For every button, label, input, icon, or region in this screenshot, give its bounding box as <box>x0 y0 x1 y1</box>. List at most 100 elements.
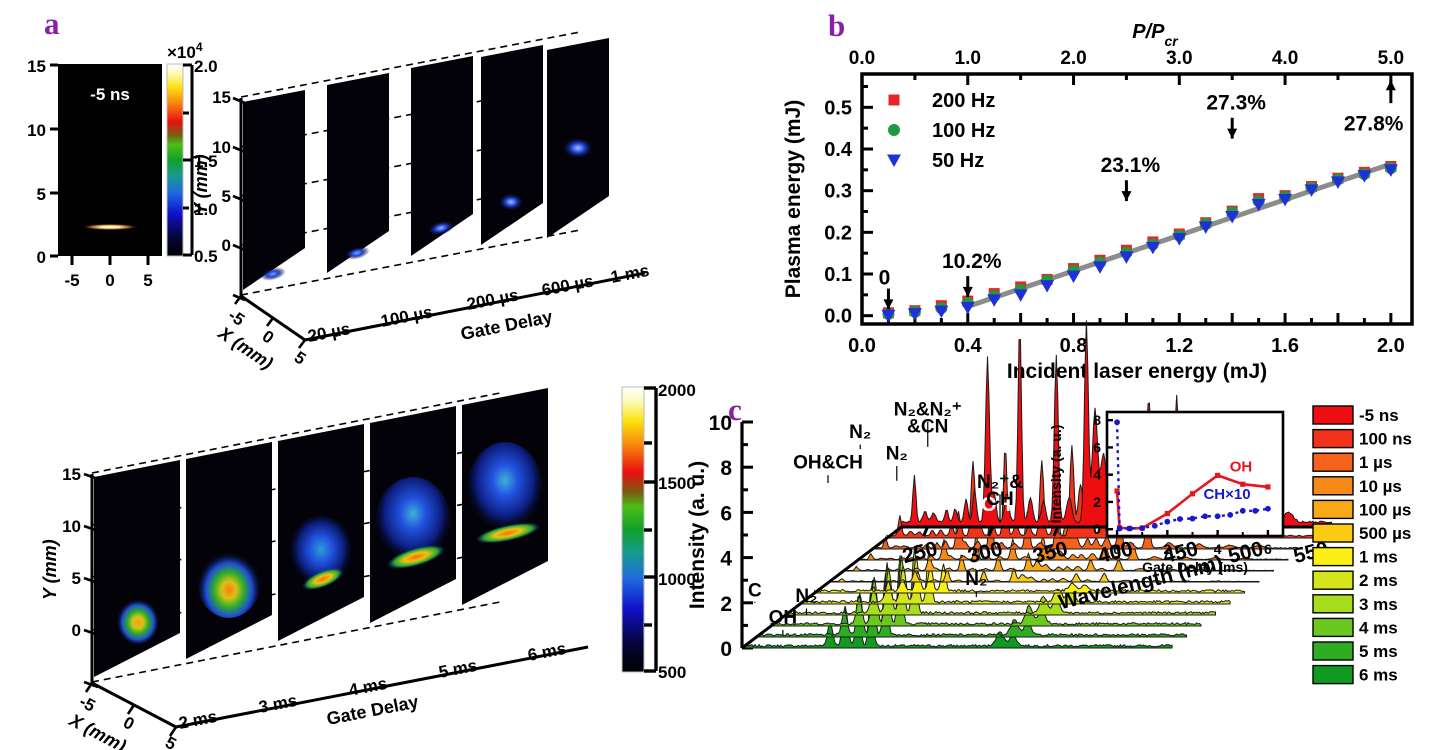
panel-b-top-xtick-2: 2.0 <box>1060 48 1086 69</box>
panel-b-top-xtick-0: 0.0 <box>849 48 875 69</box>
panel-b-legend-item-0 <box>888 94 900 106</box>
inset-marker-ch <box>1164 518 1171 525</box>
panel-b-annotation-label-1: 10.2% <box>942 250 1002 273</box>
panel-b-ytick-4: 0.4 <box>824 139 853 161</box>
panel-c-inset-ytick-2: 4 <box>1093 467 1101 483</box>
panel-c-depth-axis <box>741 525 903 650</box>
panel-c-inset-ytick-3: 6 <box>1093 439 1101 455</box>
a-top-xtick-2: 5 <box>291 348 309 369</box>
a-bot-frame-label-0: 2 ms <box>177 707 219 733</box>
data-point <box>1330 176 1345 189</box>
panel-a-waterfall-top: 15 10 5 0 Y (mm) -5 0 5 X (mm) 20 µs 100… <box>191 30 651 373</box>
a-top-xtick-1: 0 <box>259 327 277 348</box>
inset-marker-ch <box>1202 513 1208 520</box>
panel-c-legend-label-1: 100 ns <box>1359 430 1412 449</box>
a-bot-z-axis-label: Gate Delay <box>325 692 420 729</box>
panel-b-annotation-label-0: 0 <box>879 266 891 289</box>
panel-b-top-xtick-5: 5.0 <box>1378 48 1404 69</box>
a-bot-ytick-2: 5 <box>72 569 81 588</box>
panel-c-legend-label-2: 1 µs <box>1359 453 1392 472</box>
panel-c-ytick-4: 2 <box>720 593 732 616</box>
panel-c-inset-ytick-0: 0 <box>1093 521 1101 537</box>
a-top-frame-label-3: 600 µs <box>540 271 595 300</box>
panel-b-legend-item-2 <box>887 154 901 167</box>
arrow-head <box>1227 128 1238 139</box>
data-point <box>1013 289 1028 302</box>
panel-b-xtick-4: 1.6 <box>1271 335 1299 357</box>
inset-marker-ch <box>1139 525 1146 531</box>
a-bot-y-axis-label: Y (mm) <box>40 539 60 600</box>
panel-c-peak-label-8: N₂ <box>965 569 987 590</box>
panel-c-trace-6 <box>814 563 1245 594</box>
panel-b-series-2 <box>881 164 1398 323</box>
a-frame-time-label: -5 ns <box>90 85 130 104</box>
arrow-head <box>962 286 973 297</box>
panel-c-ytick-0: 10 <box>709 412 732 435</box>
panel-c-peak-label-9: N₂⁺& <box>977 472 1023 493</box>
panel-c-ytick-1: 8 <box>720 457 732 480</box>
a-bot-ytick-3: 0 <box>72 621 81 640</box>
panel-c-peak-label-7: &CN <box>907 417 948 438</box>
data-point <box>1092 261 1107 274</box>
panel-c-ytick-2: 6 <box>720 502 732 525</box>
panel-c-inset-frame <box>1105 410 1285 538</box>
panel-c-peak-label-3: OH&CH <box>793 453 863 474</box>
panel-c-peak-label-0: C <box>748 580 762 601</box>
a-bot-x-axis-label: X (mm) <box>65 709 129 750</box>
panel-c-legend-swatch-7 <box>1312 570 1354 590</box>
a-top-frame-label-0: 20 µs <box>306 319 352 346</box>
data-point <box>881 309 896 323</box>
panel-c-trace-11 <box>741 588 1173 649</box>
a-bot-frame-label-2: 4 ms <box>347 674 389 700</box>
arrow-head <box>883 299 894 310</box>
panel-b-legend-label-1: 100 Hz <box>932 120 995 142</box>
panel-b-series-0 <box>882 161 1397 319</box>
panel-c-trace-10 <box>756 573 1187 638</box>
a-top-ytick-0: 15 <box>212 88 231 107</box>
panel-c-legend-swatch-10 <box>1312 641 1354 661</box>
inset-marker-ch <box>1126 525 1133 532</box>
panel-b-x-axis-label: Incident laser energy (mJ) <box>1007 360 1267 383</box>
panel-c-peak-label-1: OH <box>769 607 798 628</box>
panel-a-label: a <box>44 6 60 41</box>
panel-c-inset-ytick-4: 8 <box>1093 412 1101 428</box>
a-top-ytick-1: 10 <box>212 138 231 157</box>
data-point <box>1278 193 1293 207</box>
a-top-ytick-3: 0 <box>222 236 231 255</box>
a-top-frame-label-4: 1 ms <box>609 261 651 287</box>
a-top-y-axis-label: Y (mm) <box>191 154 211 215</box>
data-point <box>1304 184 1319 197</box>
a-frame-ytick-3: 0 <box>37 248 46 267</box>
panel-c-inset: 0 2 4 6 Gate Delay (ms) 0 2 4 6 8 Intensity (a. u.… <box>1045 398 1295 575</box>
panel-c-trace-5 <box>828 567 1260 583</box>
panel-b-xtick-5: 2.0 <box>1377 335 1405 357</box>
panel-c-inset-series-label-oh: OH <box>1230 458 1253 475</box>
panel-c-legend-label-4: 100 µs <box>1359 500 1411 519</box>
panel-b-top-xtick-3: 3.0 <box>1166 48 1192 69</box>
panel-a-single-frame: 15 10 5 0 -5 0 5 -5 ns 2.0 1.5 1.0 0.5 ×… <box>14 40 234 312</box>
a-top-frame-label-2: 200 µs <box>465 285 520 314</box>
panel-b-legend-label-2: 50 Hz <box>932 150 984 172</box>
a-top-frame-label-1: 100 µs <box>379 302 434 331</box>
inset-marker-ch <box>1151 522 1158 529</box>
panel-c-legend-swatch-11 <box>1312 664 1354 685</box>
panel-c-y-axis-label: Intensity (a. u.) <box>686 461 709 609</box>
panel-c-inset-ytick-1: 2 <box>1093 494 1101 510</box>
a-frame-xtick-2: 5 <box>143 271 152 290</box>
data-point <box>1119 251 1134 264</box>
panel-c-legend-swatch-3 <box>1312 476 1354 496</box>
colorbar-tick-2: 1.0 <box>194 200 218 219</box>
data-point <box>934 305 949 319</box>
arrow-head <box>1121 191 1132 202</box>
colorbar2-tick-3: 500 <box>658 663 686 682</box>
colorbar-exponent-label: ×104 <box>167 40 203 62</box>
colorbar-tick-1: 1.5 <box>194 152 218 171</box>
panel-b-y-axis-label: Plasma energy (mJ) <box>782 100 805 298</box>
colorbar2-tick-1: 1500 <box>658 474 696 493</box>
inset-marker-ch <box>1177 516 1183 522</box>
inset-marker-ch <box>1114 419 1120 426</box>
panel-b-ytick-0: 0.0 <box>824 306 852 328</box>
inset-marker-oh <box>1265 484 1271 490</box>
panel-c-legend-label-11: 6 ms <box>1359 666 1398 685</box>
panel-c-trace-4 <box>843 552 1274 572</box>
